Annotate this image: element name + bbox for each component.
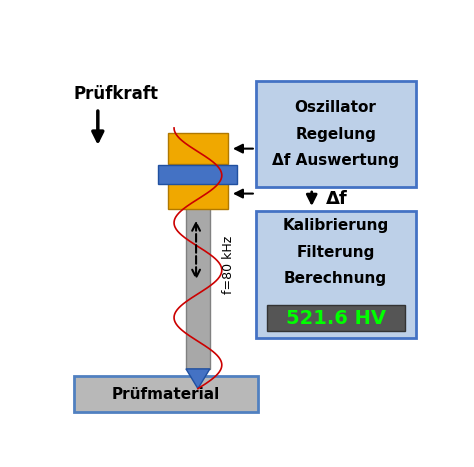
Bar (158, 165, 237, 184)
Text: Berechnung: Berechnung (284, 271, 387, 286)
Text: f=80 kHz: f=80 kHz (222, 235, 235, 294)
Bar (267, 305, 405, 331)
Text: Prüfkraft: Prüfkraft (74, 85, 159, 103)
FancyBboxPatch shape (256, 211, 416, 338)
Text: Δf Auswertung: Δf Auswertung (272, 153, 399, 168)
FancyBboxPatch shape (256, 81, 416, 187)
Polygon shape (186, 369, 210, 389)
Text: 521.6 HV: 521.6 HV (286, 309, 386, 328)
Bar (168, 178, 228, 209)
Text: Δf: Δf (327, 190, 348, 208)
Text: Kalibrierung: Kalibrierung (283, 218, 389, 233)
Text: Filterung: Filterung (297, 245, 375, 260)
FancyBboxPatch shape (74, 376, 258, 412)
Bar (186, 135, 210, 153)
Text: Oszillator: Oszillator (295, 100, 377, 115)
Bar (168, 134, 228, 164)
Text: Prüfmaterial: Prüfmaterial (112, 387, 220, 402)
Text: Regelung: Regelung (295, 127, 376, 142)
Bar (186, 153, 210, 369)
